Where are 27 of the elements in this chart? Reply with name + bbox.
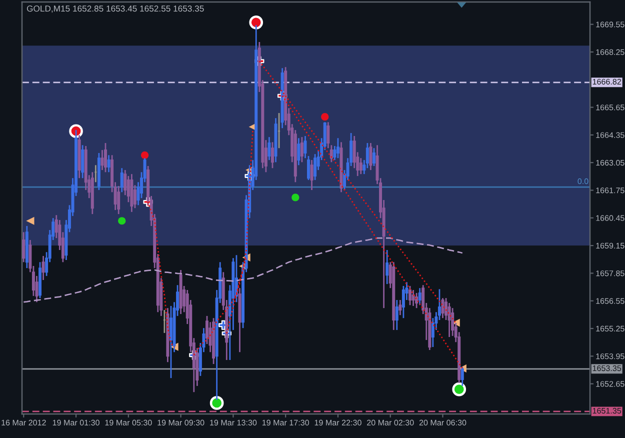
- y-tick-label: 1656.55: [596, 298, 624, 304]
- y-tick-label: 1655.25: [596, 326, 624, 332]
- x-tick-label: 19 Mar 01:30: [52, 420, 100, 426]
- y-tick-label: 1660.45: [596, 215, 624, 221]
- ref-line-label: 1651.35: [592, 408, 622, 414]
- annotation: 0.0: [578, 178, 588, 184]
- y-tick-label: 1669.55: [596, 22, 624, 28]
- y-tick-label: 1663.05: [596, 160, 624, 166]
- x-tick-label: 19 Mar 09:30: [158, 420, 204, 426]
- x-tick-label: 19 Mar 13:30: [210, 420, 257, 426]
- x-tick-label: 20 Mar 06:30: [419, 420, 466, 426]
- y-tick-label: 1659.15: [596, 242, 624, 249]
- y-tick-label: 1653.95: [596, 353, 624, 360]
- y-tick-label: 1664.35: [596, 132, 624, 138]
- x-tick-label: 19 Mar 17:30: [262, 420, 309, 426]
- x-tick-label: 20 Mar 02:30: [367, 420, 414, 426]
- x-tick-label: 19 Mar 22:30: [314, 420, 362, 426]
- ref-line-label: 1666.82: [592, 78, 621, 85]
- y-tick-label: 1652.65: [596, 381, 624, 387]
- x-tick-label: 19 Mar 05:30: [105, 420, 152, 426]
- x-tick-label: 16 Mar 2012: [2, 420, 46, 426]
- ref-line-label: 1653.35: [592, 365, 622, 372]
- chart-title: GOLD,M15 1652.85 1653.45 1652.55 1653.35: [26, 6, 204, 13]
- y-tick-label: 1657.85: [596, 270, 624, 276]
- y-tick-label: 1665.65: [596, 104, 624, 110]
- y-tick-label: 1668.25: [596, 49, 624, 55]
- y-tick-label: 1661.75: [596, 188, 624, 194]
